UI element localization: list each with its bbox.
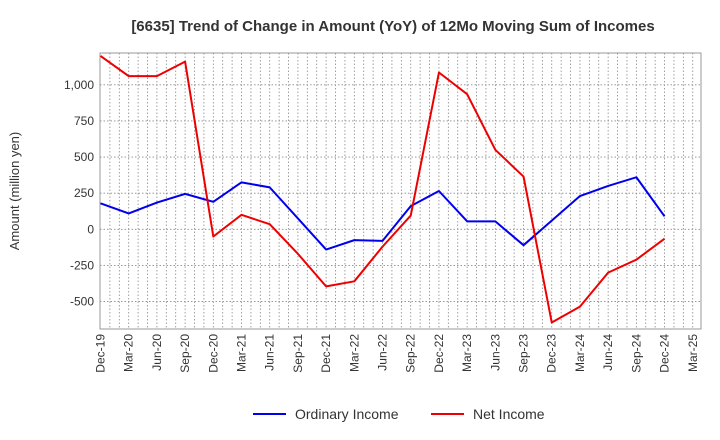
x-tick-label: Dec-20 [206,334,220,373]
legend: Ordinary Income Net Income [253,406,545,422]
x-tick-label: Dec-21 [319,334,333,373]
y-tick-label: -250 [70,258,94,272]
y-tick-label: 750 [74,114,94,128]
x-gridlines [109,53,694,329]
series-line [100,176,666,251]
x-tick-label: Sep-20 [178,334,192,373]
series-lines [99,55,666,324]
x-tick-label: Jun-21 [263,334,277,371]
x-tick-label: Dec-19 [94,334,108,373]
y-axis-label: Amount (million yen) [7,132,22,251]
y-tick-label: -500 [70,295,94,309]
x-tick-labels: Dec-19 Mar-20 Jun-20 Sep-20 Dec-20 Mar-21 Jun-… [94,334,700,373]
x-tick-label: Mar-24 [573,334,587,372]
series-line [99,55,666,324]
x-tick-label: Dec-24 [658,334,672,373]
x-tick-label: Sep-22 [404,334,418,373]
x-tick-label: Jun-23 [488,334,502,371]
x-tick-label: Sep-21 [291,334,305,373]
x-tick-label: Mar-21 [235,334,249,372]
x-tick-label: Mar-23 [460,334,474,372]
x-tick-label: Mar-22 [347,334,361,372]
x-tick-label: Sep-24 [629,334,643,373]
x-tick-label: Mar-25 [686,334,700,372]
x-tick-label: Mar-20 [122,334,136,372]
x-tick-label: Dec-23 [545,334,559,373]
y-tick-labels: 1,000 750 500 250 0 -250 -500 [64,78,94,309]
x-tick-label: Dec-22 [432,334,446,373]
x-tick-label: Jun-24 [601,334,615,371]
x-tick-label: Jun-22 [376,334,390,371]
legend-label: Net Income [473,406,545,422]
y-tick-label: 0 [87,222,94,236]
x-tick-label: Sep-23 [517,334,531,373]
y-tick-label: 1,000 [64,78,94,92]
y-gridlines [100,84,701,302]
x-tick-label: Jun-20 [150,334,164,371]
y-tick-label: 500 [74,150,94,164]
y-tick-label: 250 [74,186,94,200]
legend-label: Ordinary Income [295,406,399,422]
chart-title: [6635] Trend of Change in Amount (YoY) o… [131,18,654,35]
